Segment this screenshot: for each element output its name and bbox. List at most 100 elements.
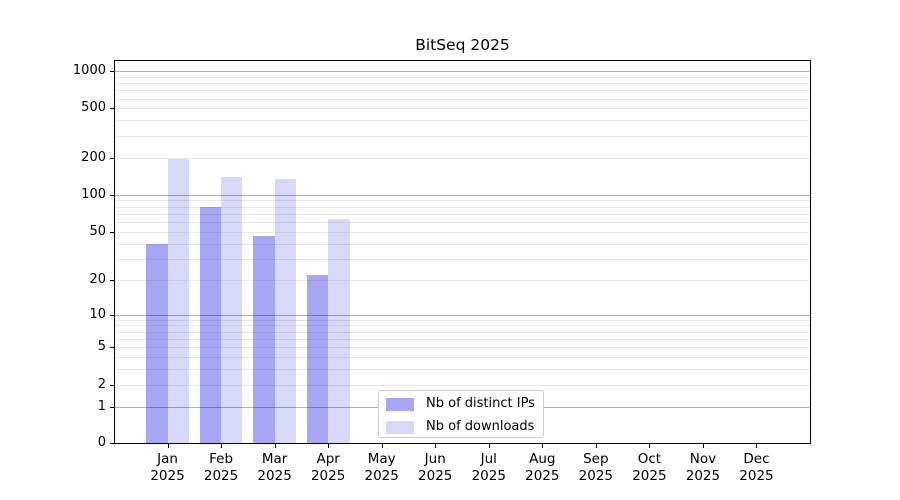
- x-tick-label: Mar 2025: [247, 451, 303, 485]
- minor-gridline: [115, 325, 810, 327]
- y-tick-mark: [110, 347, 114, 349]
- minor-gridline: [115, 120, 810, 122]
- x-tick-mark: [221, 444, 223, 448]
- y-tick-label: 5: [97, 339, 106, 355]
- legend-label-downloads: Nb of downloads: [426, 419, 535, 434]
- y-tick-mark: [110, 279, 114, 281]
- y-tick-label: 20: [89, 271, 106, 287]
- minor-gridline: [115, 369, 810, 371]
- y-tick-mark: [110, 108, 114, 110]
- x-tick-year: 2025: [203, 468, 239, 484]
- x-tick-month: Oct: [637, 451, 662, 467]
- minor-gridline: [115, 76, 810, 78]
- legend-swatch-downloads: [386, 420, 414, 434]
- y-tick-mark: [110, 71, 114, 73]
- grid-layer: [114, 60, 811, 444]
- x-tick-month: Mar: [261, 451, 288, 467]
- right-spine: [810, 60, 811, 444]
- minor-gridline: [115, 157, 810, 159]
- x-tick-label: Oct 2025: [621, 451, 677, 485]
- bar-downloads: [167, 159, 189, 443]
- minor-gridline: [115, 200, 810, 202]
- x-tick-year: 2025: [418, 468, 453, 484]
- x-tick-year: 2025: [364, 468, 399, 484]
- y-tick-mark: [110, 231, 114, 233]
- x-tick-label: Jun 2025: [407, 451, 463, 485]
- bar-downloads: [274, 179, 296, 443]
- x-tick-mark: [167, 444, 169, 448]
- y-tick-label: 2: [97, 376, 106, 392]
- plot-area: [114, 60, 811, 444]
- x-tick-month: Sep: [583, 451, 609, 467]
- legend-swatch-distinct-ips: [386, 397, 414, 411]
- top-spine: [114, 60, 811, 61]
- x-tick-mark: [542, 444, 544, 448]
- minor-gridline: [115, 279, 810, 281]
- bar-downloads: [221, 176, 243, 443]
- y-axis-spine: [114, 60, 115, 444]
- x-tick-year: 2025: [150, 468, 185, 484]
- x-tick-month: Jun: [424, 451, 446, 467]
- x-tick-label: Nov 2025: [675, 451, 731, 485]
- minor-gridline: [115, 331, 810, 333]
- bar-distinct-ips: [199, 206, 222, 443]
- major-gridline: [115, 71, 810, 73]
- x-axis-spine: [114, 443, 811, 444]
- minor-gridline: [115, 319, 810, 321]
- x-tick-year: 2025: [257, 468, 292, 484]
- y-tick-label: 1: [97, 398, 106, 414]
- minor-gridline: [115, 258, 810, 260]
- minor-gridline: [115, 108, 810, 110]
- x-tick-mark: [702, 444, 704, 448]
- x-tick-label: Apr 2025: [300, 451, 356, 485]
- x-tick-label: Jan 2025: [140, 451, 196, 485]
- y-tick-label: 100: [81, 186, 106, 202]
- x-tick-year: 2025: [471, 468, 506, 484]
- x-tick-year: 2025: [632, 468, 667, 484]
- x-tick-year: 2025: [525, 468, 560, 484]
- minor-gridline: [115, 338, 810, 340]
- x-tick-mark: [328, 444, 330, 448]
- x-tick-year: 2025: [578, 468, 614, 484]
- x-tick-month: Feb: [209, 451, 234, 467]
- x-tick-mark: [381, 444, 383, 448]
- x-tick-mark: [756, 444, 758, 448]
- x-tick-mark: [649, 444, 651, 448]
- minor-gridline: [115, 243, 810, 245]
- x-tick-month: Jul: [480, 451, 497, 467]
- x-tick-mark: [435, 444, 437, 448]
- x-tick-year: 2025: [685, 468, 721, 484]
- x-tick-mark: [274, 444, 276, 448]
- minor-gridline: [115, 222, 810, 224]
- y-tick-label: 200: [81, 149, 106, 165]
- bars-layer: [114, 60, 811, 444]
- bar-downloads: [328, 219, 350, 443]
- x-tick-label: Aug 2025: [514, 451, 570, 485]
- x-tick-label: Sep 2025: [568, 451, 624, 485]
- minor-gridline: [115, 83, 810, 85]
- x-tick-mark: [488, 444, 490, 448]
- y-tick-label: 0: [97, 435, 106, 450]
- major-gridline: [115, 314, 810, 316]
- minor-gridline: [115, 135, 810, 137]
- y-tick-mark: [110, 406, 114, 408]
- y-tick-mark: [110, 157, 114, 159]
- bar-distinct-ips: [146, 243, 168, 443]
- x-tick-year: 2025: [739, 468, 774, 484]
- legend-label-distinct-ips: Nb of distinct IPs: [426, 396, 535, 411]
- y-tick-mark: [110, 384, 114, 386]
- minor-gridline: [115, 213, 810, 215]
- bar-distinct-ips: [306, 274, 329, 443]
- x-tick-mark: [595, 444, 597, 448]
- minor-gridline: [115, 90, 810, 92]
- legend-item-distinct-ips: Nb of distinct IPs: [386, 394, 543, 414]
- minor-gridline: [115, 206, 810, 208]
- legend-item-downloads: Nb of downloads: [386, 417, 543, 437]
- legend: Nb of distinct IPs Nb of downloads: [378, 390, 544, 438]
- x-tick-month: Aug: [529, 451, 556, 467]
- x-tick-month: Dec: [743, 451, 770, 467]
- x-tick-month: Jan: [157, 451, 178, 467]
- minor-gridline: [115, 357, 810, 359]
- minor-gridline: [115, 384, 810, 386]
